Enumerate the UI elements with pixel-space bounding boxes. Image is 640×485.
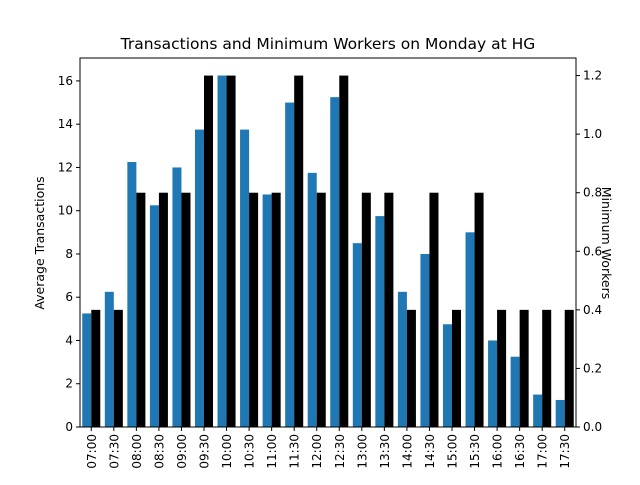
x-tick-label-0: 07:00 bbox=[85, 434, 99, 469]
x-tick-label-2: 08:00 bbox=[130, 434, 144, 469]
workers-bar-19 bbox=[519, 309, 529, 427]
x-tick-label-7: 10:30 bbox=[243, 434, 257, 469]
y-tick-label-left-7: 14 bbox=[58, 117, 73, 131]
x-tick-label-11: 12:30 bbox=[333, 434, 347, 469]
workers-bar-20 bbox=[542, 309, 552, 427]
workers-bar-3 bbox=[158, 192, 168, 427]
x-tick-label-15: 14:30 bbox=[423, 434, 437, 469]
x-tick-label-16: 15:00 bbox=[446, 434, 460, 469]
workers-bar-13 bbox=[384, 192, 394, 427]
transactions-bar-15 bbox=[420, 253, 430, 427]
transactions-bar-13 bbox=[375, 216, 385, 427]
workers-bar-17 bbox=[474, 192, 484, 427]
x-tick-label-19: 16:30 bbox=[513, 434, 527, 469]
transactions-bar-10 bbox=[307, 172, 317, 427]
x-tick-label-14: 14:00 bbox=[400, 434, 414, 469]
transactions-bar-17 bbox=[465, 232, 475, 427]
x-tick-label-18: 16:00 bbox=[491, 434, 505, 469]
transactions-bar-2 bbox=[127, 162, 137, 428]
workers-bar-2 bbox=[136, 192, 146, 427]
workers-bar-5 bbox=[204, 75, 214, 427]
y-tick-label-right-2: 0.4 bbox=[583, 303, 602, 317]
transactions-bar-20 bbox=[533, 394, 543, 427]
workers-bar-14 bbox=[406, 309, 416, 427]
y-axis-label-right: Minimum Workers bbox=[599, 187, 614, 299]
x-tick-label-9: 11:30 bbox=[288, 434, 302, 469]
x-tick-label-21: 17:30 bbox=[558, 434, 572, 469]
y-tick-label-right-1: 0.2 bbox=[583, 361, 602, 375]
y-tick-label-left-5: 10 bbox=[58, 204, 73, 218]
workers-bar-15 bbox=[429, 192, 439, 427]
y-tick-label-right-4: 0.8 bbox=[583, 186, 602, 200]
workers-bar-9 bbox=[294, 75, 304, 427]
transactions-bar-4 bbox=[172, 167, 182, 427]
y-tick-label-right-5: 1.0 bbox=[583, 127, 602, 141]
workers-bar-18 bbox=[497, 309, 507, 427]
x-tick-label-3: 08:30 bbox=[152, 434, 166, 469]
x-tick-label-8: 11:00 bbox=[265, 434, 279, 469]
y-tick-label-left-2: 4 bbox=[65, 333, 73, 347]
workers-bar-1 bbox=[113, 309, 123, 427]
x-tick-label-1: 07:30 bbox=[107, 434, 121, 469]
workers-bar-7 bbox=[249, 192, 259, 427]
workers-bar-6 bbox=[226, 75, 236, 427]
transactions-bar-0 bbox=[82, 313, 92, 427]
transactions-bar-16 bbox=[442, 324, 452, 427]
y-tick-label-right-6: 1.2 bbox=[583, 69, 602, 83]
workers-bar-10 bbox=[316, 192, 326, 427]
x-tick-label-4: 09:00 bbox=[175, 434, 189, 469]
x-tick-label-10: 12:00 bbox=[310, 434, 324, 469]
ticks-layer: 0 2 4 6 8 10 12 14 16 0.0 0.2 0.4 0.6 0.8 1.0 1.2 07:00 0… bbox=[58, 69, 602, 469]
workers-bar-21 bbox=[564, 309, 574, 427]
y-tick-label-right-0: 0.0 bbox=[583, 420, 602, 434]
y-tick-label-left-3: 6 bbox=[65, 290, 73, 304]
x-tick-label-17: 15:30 bbox=[468, 434, 482, 469]
transactions-bar-18 bbox=[488, 340, 498, 427]
transactions-bar-12 bbox=[352, 243, 362, 427]
transactions-bar-21 bbox=[555, 399, 565, 427]
y-tick-label-right-3: 0.6 bbox=[583, 244, 602, 258]
y-tick-label-left-1: 2 bbox=[65, 377, 73, 391]
transactions-bar-8 bbox=[262, 194, 272, 427]
x-tick-label-20: 17:00 bbox=[536, 434, 550, 469]
x-tick-label-13: 13:30 bbox=[378, 434, 392, 469]
transactions-bar-1 bbox=[104, 291, 114, 427]
plot-frame bbox=[79, 57, 577, 428]
transactions-bar-3 bbox=[149, 205, 159, 427]
y-tick-label-left-8: 16 bbox=[58, 74, 73, 88]
chart-title: Transactions and Minimum Workers on Mond… bbox=[120, 35, 536, 53]
workers-bar-16 bbox=[452, 309, 462, 427]
x-tick-label-5: 09:30 bbox=[198, 434, 212, 469]
y-tick-label-left-6: 12 bbox=[58, 160, 73, 174]
transactions-bar-14 bbox=[397, 291, 407, 427]
workers-bar-12 bbox=[361, 192, 371, 427]
y-axis-label-left: Average Transactions bbox=[32, 176, 47, 309]
workers-bar-4 bbox=[181, 192, 191, 427]
transactions-bar-9 bbox=[285, 102, 295, 427]
transactions-bar-6 bbox=[217, 75, 227, 428]
workers-bar-8 bbox=[271, 192, 281, 427]
y-tick-label-left-4: 8 bbox=[65, 247, 73, 261]
bars-layer bbox=[82, 75, 574, 428]
transactions-bar-19 bbox=[510, 356, 520, 427]
workers-bar-11 bbox=[339, 75, 349, 427]
x-tick-label-12: 13:00 bbox=[355, 434, 369, 469]
workers-bar-0 bbox=[91, 309, 101, 427]
transactions-bar-7 bbox=[240, 129, 250, 427]
transactions-bar-11 bbox=[330, 97, 340, 428]
transactions-bar-5 bbox=[194, 129, 204, 427]
axes-layer bbox=[79, 57, 577, 428]
x-tick-label-6: 10:00 bbox=[220, 434, 234, 469]
y-tick-label-left-0: 0 bbox=[65, 420, 73, 434]
